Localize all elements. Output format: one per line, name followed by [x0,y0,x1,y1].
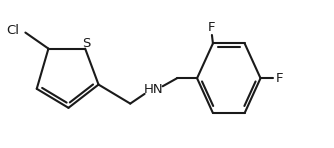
Text: S: S [81,37,90,50]
Text: Cl: Cl [6,24,19,37]
Text: F: F [207,21,215,34]
Text: HN: HN [144,83,163,96]
Text: F: F [276,72,284,85]
